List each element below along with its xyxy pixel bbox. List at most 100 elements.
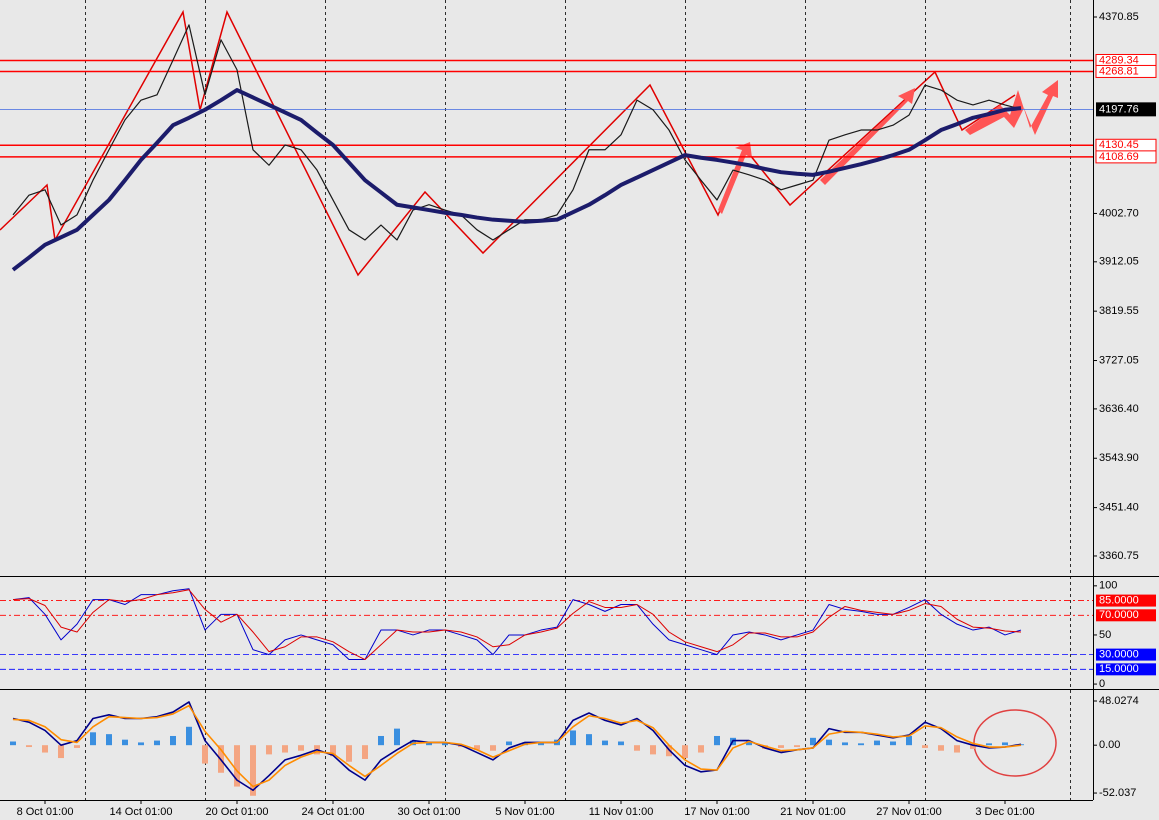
x-tick-label: 11 Nov 01:00 (589, 806, 654, 818)
histogram-bar (442, 743, 448, 746)
histogram-bar (970, 745, 976, 749)
x-tick-label: 14 Oct 01:00 (110, 806, 173, 818)
histogram-bar (602, 740, 608, 746)
y-tick-label: 100 (1099, 580, 1117, 592)
y-tick-label: 3912.05 (1099, 256, 1139, 268)
level-label: 15.0000 (1099, 663, 1139, 675)
histogram-bar (186, 726, 192, 746)
arrow-drawing (718, 142, 752, 214)
histogram-bar (682, 745, 688, 759)
level-label-box (1095, 64, 1157, 78)
level-label: 4268.81 (1099, 65, 1139, 77)
level-label: 85.0000 (1099, 594, 1139, 606)
x-tick-label: 5 Nov 01:00 (495, 806, 554, 818)
histogram-bar (746, 741, 752, 746)
histogram-bar (698, 745, 704, 753)
x-tick-label: 30 Oct 01:00 (398, 806, 461, 818)
x-tick-label: 27 Nov 01:00 (876, 806, 941, 818)
histogram-bar (138, 742, 144, 746)
y-tick-label: 4002.70 (1099, 207, 1139, 219)
level-label: 4130.45 (1099, 139, 1139, 151)
y-tick-label: 3451.40 (1099, 502, 1139, 514)
y-tick-label: 0.00 (1099, 739, 1120, 751)
x-tick-label: 21 Nov 01:00 (780, 806, 845, 818)
histogram-bar (538, 743, 544, 746)
histogram-bar (202, 745, 208, 764)
histogram-bar (858, 743, 864, 746)
y-tick-label: 50 (1099, 629, 1111, 641)
histogram-bar (378, 735, 384, 746)
histogram-bar (234, 745, 240, 787)
histogram-bar (890, 741, 896, 746)
histogram-bar (618, 741, 624, 746)
y-tick-label: 48.0274 (1099, 695, 1139, 707)
zigzag-drawing (0, 9, 1016, 277)
histogram-bar (154, 740, 160, 746)
histogram-bar (826, 739, 832, 746)
histogram-bar (426, 742, 432, 746)
histogram-bar (282, 745, 288, 753)
arrow-drawing (820, 88, 915, 185)
histogram-bar (506, 741, 512, 746)
level-label: 70.0000 (1099, 609, 1139, 621)
histogram-bar (106, 734, 112, 746)
x-tick-label: 17 Nov 01:00 (684, 806, 749, 818)
histogram-bar (458, 745, 464, 748)
histogram-bar (1002, 742, 1008, 746)
layout (0, 0, 1159, 801)
level-label-box (1096, 648, 1156, 661)
y-tick-label: 0 (1099, 678, 1105, 690)
histogram-bar (394, 728, 400, 746)
histogram-bar (810, 737, 816, 746)
histogram-bar (570, 730, 576, 746)
histogram-bar (954, 745, 960, 753)
histogram-bar (762, 745, 768, 749)
y-tick-label: -52.037 (1099, 787, 1136, 799)
histogram-bar (778, 745, 784, 748)
last-price-label: 4197.76 (1099, 103, 1139, 115)
histogram-bar (58, 745, 64, 759)
histogram-bar (906, 735, 912, 746)
histogram-bar (298, 745, 304, 751)
series-line (11, 88, 1022, 272)
level-label-box (1096, 663, 1156, 676)
level-label-box (1096, 594, 1156, 607)
x-tick-label: 8 Oct 01:00 (17, 806, 74, 818)
arrow-drawing (965, 80, 1058, 135)
level-label: 4289.34 (1099, 54, 1139, 66)
histogram-bar (490, 745, 496, 751)
histogram-bar (986, 743, 992, 746)
histogram-bar (170, 735, 176, 746)
histogram-bar (10, 741, 16, 746)
x-tick-label: 24 Oct 01:00 (302, 806, 365, 818)
y-tick-label: 3819.55 (1099, 305, 1139, 317)
x-tick-label: 3 Dec 01:00 (975, 806, 1034, 818)
y-tick-label: 3727.05 (1099, 354, 1139, 366)
histogram-bar (122, 739, 128, 746)
histogram-bar (266, 745, 272, 755)
histogram-bar (874, 740, 880, 746)
series-line (12, 588, 1022, 661)
histogram-bar (26, 745, 32, 748)
x-tick-label: 20 Oct 01:00 (206, 806, 269, 818)
histogram-bar (938, 745, 944, 751)
histogram-bar (74, 745, 80, 748)
histogram-bar (362, 745, 368, 759)
y-tick-label: 3636.40 (1099, 403, 1139, 415)
histogram-bar (634, 745, 640, 751)
series-line (12, 589, 1022, 661)
series-line (12, 704, 1022, 788)
histogram-bar (90, 732, 96, 746)
histogram-bar (330, 745, 336, 757)
histogram-bar (922, 745, 928, 748)
series-line (12, 24, 1022, 241)
y-tick-label: 4370.85 (1099, 11, 1139, 23)
level-label-box (1096, 609, 1156, 622)
histogram-bar (842, 742, 848, 746)
histogram-bar (714, 735, 720, 746)
histogram-bar (474, 745, 480, 750)
histogram-bar (650, 745, 656, 755)
y-tick-label: 3543.90 (1099, 452, 1139, 464)
